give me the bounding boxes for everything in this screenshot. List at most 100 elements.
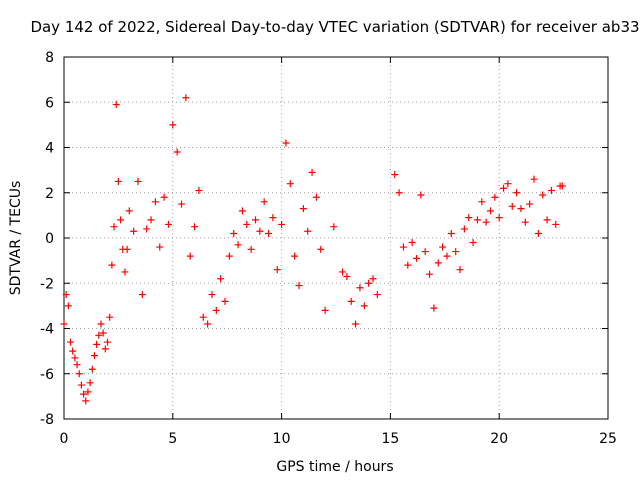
- data-point: [73, 361, 81, 369]
- data-point: [71, 354, 79, 362]
- data-point: [295, 282, 303, 290]
- data-point: [504, 180, 512, 188]
- data-point: [217, 275, 225, 283]
- data-point: [251, 216, 259, 224]
- x-tick-label: 25: [599, 431, 617, 447]
- data-point: [125, 207, 133, 215]
- data-point: [221, 297, 229, 305]
- y-tick-label: -2: [40, 276, 54, 292]
- data-point: [439, 243, 447, 251]
- data-point: [84, 388, 92, 396]
- data-point: [256, 227, 264, 235]
- data-point: [134, 177, 142, 185]
- data-point: [173, 148, 181, 156]
- data-point: [369, 275, 377, 283]
- data-point: [299, 205, 307, 213]
- data-point: [430, 304, 438, 312]
- y-tick-label: 6: [45, 95, 54, 111]
- data-point: [182, 94, 190, 102]
- gridlines: [64, 57, 608, 419]
- data-point: [343, 272, 351, 280]
- data-point: [80, 390, 88, 398]
- x-tick-label: 15: [381, 431, 399, 447]
- data-point: [434, 259, 442, 267]
- data-point: [308, 168, 316, 176]
- data-point: [147, 216, 155, 224]
- data-point: [317, 245, 325, 253]
- data-point: [395, 189, 403, 197]
- data-point: [482, 218, 490, 226]
- y-tick-label: -4: [40, 322, 54, 338]
- data-point: [121, 268, 129, 276]
- data-point: [234, 241, 242, 249]
- data-point: [495, 214, 503, 222]
- x-tick-labels: 0 5 10 15 20 25: [60, 431, 617, 447]
- data-point: [93, 340, 101, 348]
- data-point: [456, 266, 464, 274]
- data-point: [391, 171, 399, 179]
- data-point: [330, 223, 338, 231]
- data-point: [104, 338, 112, 346]
- data-point: [123, 245, 131, 253]
- data-point: [508, 202, 516, 210]
- data-point: [199, 313, 207, 321]
- data-point: [99, 329, 107, 337]
- data-point: [521, 218, 529, 226]
- data-point: [373, 291, 381, 299]
- axis-ticks: [63, 56, 609, 420]
- y-tick-label: 2: [45, 186, 54, 202]
- data-point: [543, 216, 551, 224]
- data-point: [143, 225, 151, 233]
- data-point: [321, 306, 329, 314]
- data-point: [130, 227, 138, 235]
- data-point: [238, 207, 246, 215]
- data-point: [106, 313, 114, 321]
- data-point: [486, 207, 494, 215]
- x-tick-label: 0: [60, 431, 69, 447]
- data-point: [97, 320, 105, 328]
- data-point: [339, 268, 347, 276]
- data-point: [138, 291, 146, 299]
- data-point: [460, 225, 468, 233]
- data-point: [60, 320, 68, 328]
- data-point: [90, 352, 98, 360]
- data-point: [408, 239, 416, 247]
- data-point: [558, 182, 566, 190]
- data-point: [225, 252, 233, 260]
- data-point: [352, 320, 360, 328]
- chart-title: Day 142 of 2022, Sidereal Day-to-day VTE…: [30, 18, 639, 36]
- data-point: [413, 254, 421, 262]
- data-point: [110, 223, 118, 231]
- data-point: [101, 345, 109, 353]
- y-tick-label: -6: [40, 367, 54, 383]
- data-point: [452, 248, 460, 256]
- data-point: [260, 198, 268, 206]
- x-tick-label: 10: [273, 431, 291, 447]
- x-tick-label: 5: [168, 431, 177, 447]
- data-point: [62, 291, 70, 299]
- data-point: [95, 331, 103, 339]
- x-axis-label: GPS time / hours: [276, 459, 393, 475]
- data-point: [530, 175, 538, 183]
- x-tick-label: 20: [490, 431, 508, 447]
- data-point: [278, 220, 286, 228]
- data-point: [282, 139, 290, 147]
- data-point: [265, 229, 273, 237]
- data-point: [160, 193, 168, 201]
- data-point: [469, 239, 477, 247]
- data-point: [539, 191, 547, 199]
- data-point: [273, 266, 281, 274]
- data-point: [552, 220, 560, 228]
- data-point: [360, 302, 368, 310]
- data-point: [500, 184, 508, 192]
- y-tick-label: -8: [40, 412, 54, 428]
- data-point: [517, 205, 525, 213]
- data-point: [86, 379, 94, 387]
- data-point: [108, 261, 116, 269]
- data-point: [178, 200, 186, 208]
- data-point: [64, 302, 72, 310]
- data-point: [465, 214, 473, 222]
- data-point: [243, 220, 251, 228]
- y-axis-label: SDTVAR / TECUs: [8, 181, 24, 296]
